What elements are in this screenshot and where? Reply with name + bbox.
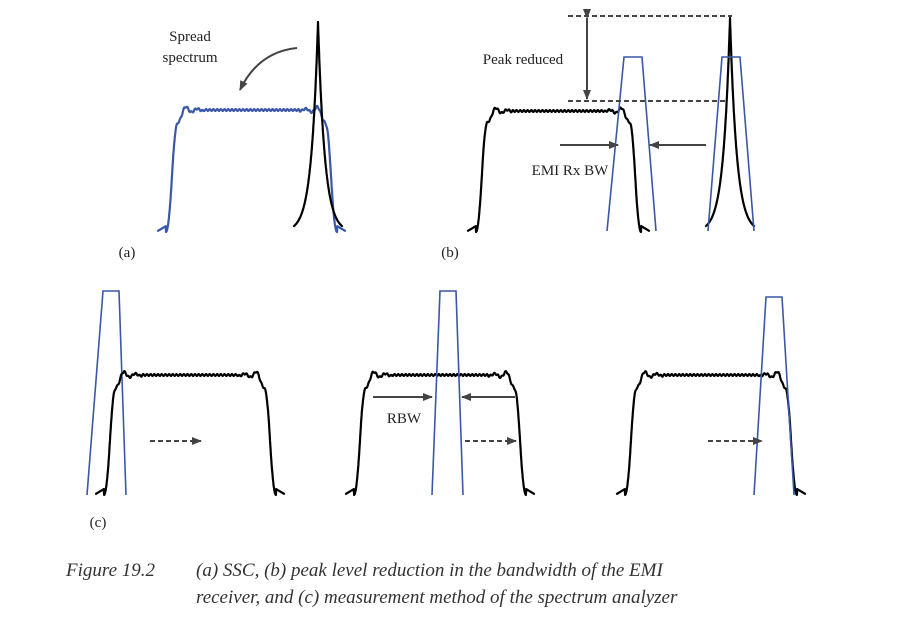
spread-spectrum-curve — [156, 104, 347, 234]
rbw-label: RBW — [387, 411, 422, 427]
panel-a: Spread spectrum (a) — [119, 20, 347, 261]
rbw-filter-1 — [86, 290, 127, 496]
panel-b: Peak reduced EMI Rx BW (b) — [441, 9, 756, 261]
spread-spectrum-curve — [615, 370, 807, 497]
emi-rx-bw-label: EMI Rx BW — [532, 163, 610, 179]
figure-number: Figure 19.2 — [66, 560, 156, 581]
spread-spectrum-label-line1: Spread — [169, 29, 211, 45]
rbw-filter-2 — [431, 290, 464, 496]
narrowband-peak-curve — [704, 16, 756, 228]
emi-receiver-filter-2 — [707, 56, 755, 232]
spread-spectrum-curve — [94, 370, 286, 497]
panel-b-label: (b) — [441, 245, 459, 261]
panel-c-label: (c) — [90, 515, 107, 531]
peak-reduced-label: Peak reduced — [483, 52, 564, 68]
spread-spectrum-curve — [344, 370, 536, 497]
panel-c: RBW (c) — [86, 290, 807, 531]
caption-line-2: receiver, and (c) measurement method of … — [196, 587, 678, 608]
panel-a-label: (a) — [119, 245, 136, 261]
narrowband-peak-curve — [292, 20, 344, 228]
caption-line-1: (a) SSC, (b) peak level reduction in the… — [196, 560, 663, 581]
rbw-filter-3 — [753, 296, 795, 496]
spread-spectrum-label-line2: spectrum — [163, 50, 218, 66]
spread-spectrum-arrow — [239, 47, 298, 91]
